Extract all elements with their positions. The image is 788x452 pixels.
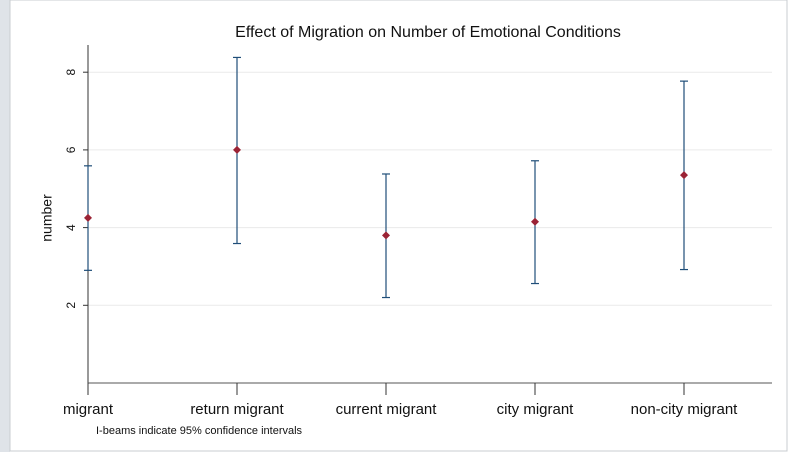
point (680, 171, 688, 180)
x-tick-label: city migrant (497, 401, 575, 418)
frame (9, 0, 788, 452)
point (233, 145, 241, 154)
y-tick-label: 2 (64, 302, 78, 309)
y-axis-label: number (39, 194, 55, 242)
x-tick-label: non-city migrant (631, 401, 739, 418)
x-tick-label: return migrant (190, 401, 284, 418)
point (382, 231, 390, 240)
x-tick-label: migrant (63, 401, 114, 418)
chart-title: Effect of Migration on Number of Emotion… (235, 24, 621, 41)
y-tick-label: 8 (64, 69, 78, 76)
note: I-beams indicate 95% confidence interval… (96, 425, 303, 437)
x-tick-label: current migrant (336, 401, 438, 418)
y-tick-label: 6 (64, 146, 78, 153)
point (84, 213, 92, 222)
point (531, 217, 539, 226)
left-strip (0, 0, 10, 452)
y-tick-label: 4 (64, 224, 78, 231)
